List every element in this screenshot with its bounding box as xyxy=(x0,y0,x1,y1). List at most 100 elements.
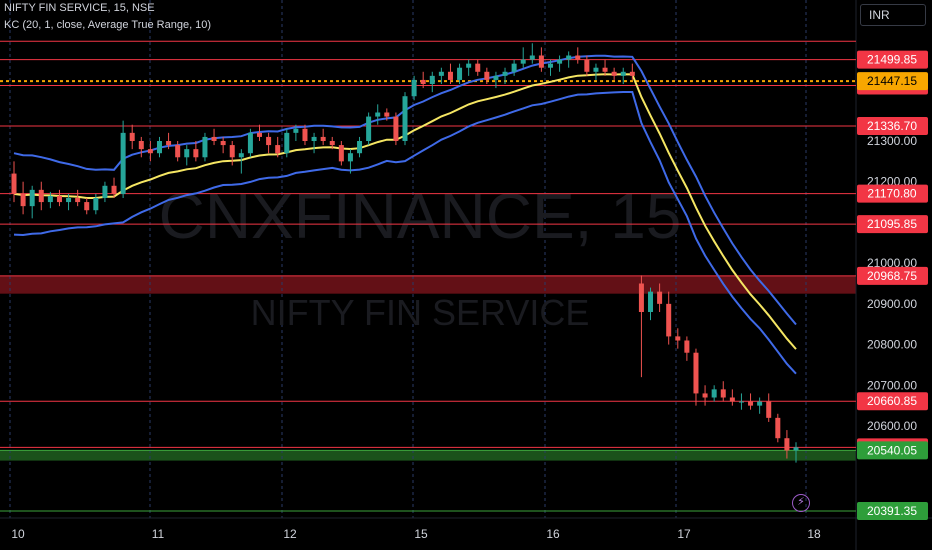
candle-body xyxy=(66,198,72,203)
candle xyxy=(429,71,435,93)
candle xyxy=(366,112,372,146)
candle-body xyxy=(784,438,790,451)
level-label: 21095.85 xyxy=(857,215,928,234)
lightning-bolt-icon[interactable]: ⚡︎ xyxy=(792,494,810,512)
candle-body xyxy=(357,141,363,154)
candle xyxy=(311,132,317,154)
candles-layer xyxy=(11,43,799,463)
price-axis[interactable]: 20600.00 20700.00 20800.00 20900.00 21000.00… xyxy=(857,50,928,520)
candle-body xyxy=(338,145,344,162)
candle xyxy=(484,67,490,84)
bottom-label-bg xyxy=(857,501,928,520)
keltner-lower xyxy=(13,91,797,375)
candle-body xyxy=(247,132,253,154)
indicator-legend[interactable]: KC (20, 1, close, Average True Range, 10… xyxy=(4,19,212,31)
candle-body xyxy=(484,71,490,80)
candle-body xyxy=(420,79,426,84)
x-tick-label: 16 xyxy=(546,527,560,541)
candle-body xyxy=(266,136,272,146)
candle-body xyxy=(457,67,463,80)
candle-body xyxy=(411,79,417,97)
levels-layer xyxy=(0,40,856,512)
candle xyxy=(266,132,272,154)
candle-body xyxy=(211,136,217,141)
candle xyxy=(193,141,199,162)
level-label-bg xyxy=(857,266,928,285)
candle-body xyxy=(56,195,62,203)
support-label: 20540.05 xyxy=(857,441,928,460)
candle-body xyxy=(202,136,208,158)
y-tick-label: 21300.00 xyxy=(867,134,917,148)
candle xyxy=(329,136,335,150)
candle-body xyxy=(302,128,308,141)
candle-body xyxy=(366,116,372,141)
candle-body xyxy=(129,132,135,141)
candle xyxy=(320,128,326,146)
candle xyxy=(220,136,226,154)
level-label-text: 21095.85 xyxy=(867,217,917,231)
y-tick-label: 20700.00 xyxy=(867,378,917,392)
candle xyxy=(438,67,444,84)
level-label-text: 21336.70 xyxy=(867,119,917,133)
y-tick-label: 20900.00 xyxy=(867,297,917,311)
candle-body xyxy=(720,389,726,398)
y-tick-label: 21000.00 xyxy=(867,256,917,270)
candle-body xyxy=(229,145,235,158)
candle-body xyxy=(275,145,281,154)
candle xyxy=(156,136,162,158)
candle-body xyxy=(466,63,472,68)
level-label-text: 21499.85 xyxy=(867,53,917,67)
candle-body xyxy=(220,141,226,146)
candle xyxy=(420,71,426,89)
candle-body xyxy=(384,112,390,117)
candle-body xyxy=(284,132,290,154)
time-axis[interactable]: 10 11 12 15 16 17 18 xyxy=(11,527,821,541)
candle-body xyxy=(38,189,44,203)
candle-body xyxy=(748,401,754,406)
candle-body xyxy=(529,55,535,60)
candle xyxy=(757,397,763,414)
candle-body xyxy=(711,389,717,398)
candle xyxy=(138,136,144,158)
candle xyxy=(466,59,472,76)
candle-body xyxy=(193,149,199,158)
candle-body xyxy=(120,132,126,194)
currency-button[interactable]: INR xyxy=(860,4,926,26)
x-tick-label: 15 xyxy=(414,527,428,541)
candle xyxy=(175,141,181,162)
candle xyxy=(338,141,344,166)
candle xyxy=(75,189,81,207)
candle-body xyxy=(166,141,172,146)
level-label-bg xyxy=(857,215,928,234)
x-tick-label: 10 xyxy=(11,527,25,541)
candle xyxy=(84,198,90,215)
candle-body xyxy=(375,112,381,117)
candle xyxy=(66,193,72,211)
x-tick-label: 11 xyxy=(152,527,165,541)
candle xyxy=(793,442,799,463)
candle xyxy=(184,145,190,166)
candle-body xyxy=(11,173,17,194)
support-label-text: 20540.05 xyxy=(867,443,917,457)
candle-body xyxy=(620,71,626,76)
candle xyxy=(693,348,699,406)
candle xyxy=(684,336,690,361)
watermark-name: NIFTY FIN SERVICE xyxy=(251,292,590,333)
level-label: 20660.85 xyxy=(857,392,928,411)
candle xyxy=(411,75,417,101)
watermark-ticker: CNXFINANCE, 15 xyxy=(159,180,682,252)
candle-body xyxy=(293,128,299,133)
x-tick-label: 18 xyxy=(807,527,821,541)
candle-body xyxy=(257,132,263,137)
candle xyxy=(720,381,726,402)
current-price-label: 21447.15 xyxy=(857,72,928,91)
candle-body xyxy=(547,63,553,68)
candle-body xyxy=(393,116,399,141)
level-label-text: 21170.80 xyxy=(867,187,916,201)
candle xyxy=(257,124,263,141)
candle xyxy=(738,393,744,410)
candle-body xyxy=(566,55,572,60)
y-tick-label: 20600.00 xyxy=(867,419,917,433)
candle xyxy=(47,191,53,209)
